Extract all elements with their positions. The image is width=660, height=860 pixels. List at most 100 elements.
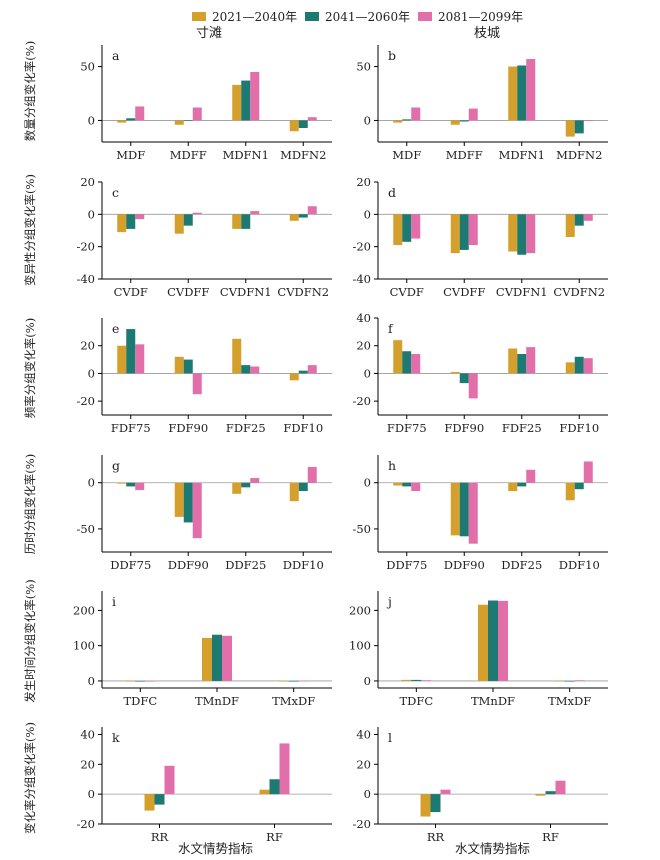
- bar: [393, 120, 403, 123]
- bar: [468, 482, 478, 544]
- panel-letter: d: [388, 185, 396, 200]
- bar: [183, 120, 193, 122]
- bar: [289, 120, 299, 132]
- bar: [259, 789, 270, 795]
- bar: [583, 214, 593, 221]
- bar: [183, 359, 193, 374]
- bar: [517, 214, 527, 255]
- bar: [241, 365, 251, 374]
- bar: [278, 680, 289, 682]
- bar: [126, 482, 136, 487]
- y-tick-label: 0: [88, 787, 95, 801]
- panel-letter: b: [388, 48, 396, 63]
- bar: [241, 214, 251, 229]
- y-tick-label: 40: [356, 311, 371, 325]
- x-tick-label: TMnDF: [471, 694, 515, 708]
- y-tick-label: -20: [76, 817, 95, 831]
- bar: [565, 482, 575, 501]
- y-tick-label: 20: [80, 175, 95, 189]
- y-tick-label: 40: [80, 727, 95, 741]
- y-tick-label: -20: [352, 394, 371, 408]
- x-tick-label: CVDFN1: [496, 285, 548, 299]
- plot-area: 0 50 MDF MDFF MDFN1 MDFN2 a: [80, 45, 332, 162]
- bar: [508, 214, 518, 252]
- bar: [535, 794, 546, 796]
- chart-panel-b: 0 50 MDF MDFF MDFN1 MDFN2 b: [338, 41, 612, 166]
- bar: [508, 66, 518, 121]
- x-tick-label: FDF75: [387, 421, 427, 435]
- chart-panel-f: -20 0 20 40 FDF75 FDF90 FDF25 FDF10 f: [338, 311, 612, 439]
- bar: [145, 680, 156, 682]
- bar: [174, 214, 184, 234]
- x-tick-label: DDF10: [283, 558, 324, 572]
- y-tick-label: 20: [356, 339, 371, 353]
- legend-label: 2081—2099年: [438, 9, 524, 24]
- bar: [298, 214, 308, 218]
- bar: [232, 338, 242, 374]
- panel-letter: f: [388, 321, 394, 336]
- bar: [411, 679, 422, 681]
- chart-panel-d: -40 -20 0 20 CVDF CVDFF CVDFN1 CVDFN2 d: [338, 175, 612, 303]
- bar: [307, 206, 317, 215]
- bar: [192, 482, 202, 539]
- bar: [583, 461, 593, 483]
- bar: [298, 370, 308, 374]
- chart-svg: -50 0 DDF75 DDF90 DDF25 DDF10 h: [352, 455, 608, 572]
- bar: [154, 794, 165, 805]
- bar: [393, 214, 403, 246]
- bar: [402, 119, 412, 121]
- bar: [450, 214, 460, 254]
- legend-label: 2041—2060年: [325, 9, 411, 24]
- bar: [117, 482, 127, 484]
- x-tick-label: CVDFF: [443, 285, 485, 299]
- legend-item: 2021—2040年: [192, 8, 297, 24]
- bar: [574, 120, 584, 134]
- chart-panel-k: -20 0 20 40 RR RF k: [62, 723, 336, 848]
- bar: [526, 347, 536, 374]
- legend: 2021—2040年 2041—2060年 2081—2099年: [0, 8, 660, 24]
- chart-svg: -20 0 20 FDF75 FDF90 FDF25 FDF10 e: [76, 318, 332, 435]
- chart-panel-e: -20 0 20 FDF75 FDF90 FDF25 FDF10 e: [62, 314, 336, 439]
- x-tick-label: DDF25: [501, 558, 542, 572]
- y-tick-label: -20: [352, 240, 371, 254]
- y-tick-label: 20: [356, 175, 371, 189]
- y-tick-label: -40: [76, 272, 95, 286]
- x-tick-label: FDF10: [559, 421, 599, 435]
- panel-letter: a: [112, 48, 120, 63]
- y-tick-label: 0: [88, 366, 95, 380]
- bar: [565, 214, 575, 237]
- y-tick-label: 0: [88, 207, 95, 221]
- bar: [498, 600, 508, 681]
- chart-svg: 0 50 MDF MDFF MDFN1 MDFN2 b: [356, 45, 608, 162]
- y-tick-label: 200: [349, 603, 371, 617]
- bar: [583, 358, 593, 374]
- y-tick-label: 0: [364, 207, 371, 221]
- bar: [192, 107, 202, 121]
- y-tick-label: 20: [356, 757, 371, 771]
- x-tick-label: TMxDF: [548, 694, 591, 708]
- plot-area: -50 0 DDF75 DDF90 DDF25 DDF10 g: [76, 455, 332, 572]
- y-tick-label: 100: [349, 639, 371, 653]
- y-tick-label: -50: [352, 522, 371, 536]
- legend-label: 2021—2040年: [212, 9, 298, 24]
- bar: [393, 340, 403, 374]
- legend-item: 2041—2060年: [305, 8, 410, 24]
- bar: [289, 482, 299, 502]
- bar: [192, 212, 202, 215]
- bar: [450, 482, 460, 536]
- bar: [402, 482, 412, 487]
- y-tick-label: -20: [76, 240, 95, 254]
- x-tick-label: FDF25: [502, 421, 542, 435]
- panel-letter: j: [386, 594, 392, 609]
- bar: [517, 65, 527, 121]
- x-tick-label: CVDFN2: [277, 285, 329, 299]
- x-tick-label: MDFN2: [280, 148, 326, 162]
- x-tick-label: MDFN1: [499, 148, 545, 162]
- y-tick-label: 0: [364, 476, 371, 490]
- plot-area: 0 100 200 TDFC TMnDF TMxDF i: [73, 591, 332, 708]
- y-tick-label: 0: [364, 674, 371, 688]
- chart-svg: 0 50 MDF MDFF MDFN1 MDFN2 a: [80, 45, 332, 162]
- x-tick-label: CVDFN2: [553, 285, 605, 299]
- x-tick-label: RR: [151, 830, 169, 844]
